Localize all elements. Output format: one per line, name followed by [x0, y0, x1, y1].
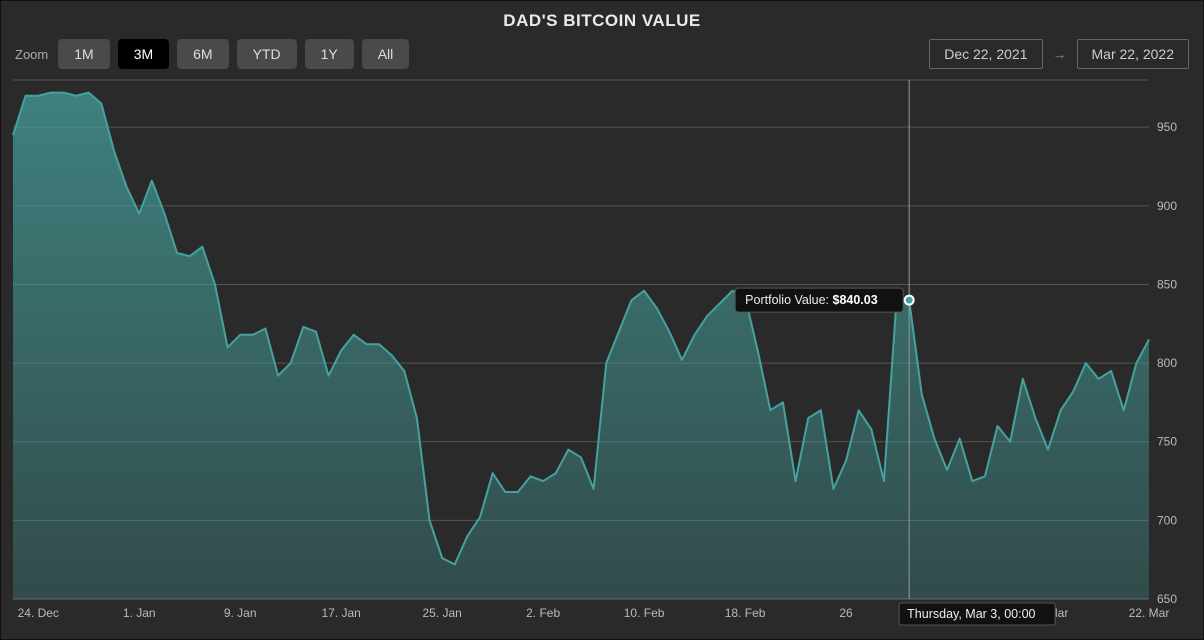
svg-text:2. Feb: 2. Feb — [526, 606, 560, 620]
zoom-3m-button[interactable]: 3M — [118, 39, 169, 69]
svg-text:850: 850 — [1157, 277, 1177, 291]
zoom-label: Zoom — [15, 47, 48, 62]
svg-text:24. Dec: 24. Dec — [18, 606, 59, 620]
svg-text:Thursday, Mar 3, 00:00: Thursday, Mar 3, 00:00 — [907, 607, 1035, 621]
svg-text:800: 800 — [1157, 356, 1177, 370]
svg-text:750: 750 — [1157, 435, 1177, 449]
svg-text:26: 26 — [839, 606, 853, 620]
svg-text:700: 700 — [1157, 513, 1177, 527]
chart-toolbar: Zoom 1M 3M 6M YTD 1Y All Dec 22, 2021 → … — [1, 31, 1203, 69]
svg-text:9. Jan: 9. Jan — [224, 606, 257, 620]
chart-title: DAD'S BITCOIN VALUE — [1, 1, 1203, 31]
range-from-input[interactable]: Dec 22, 2021 — [929, 39, 1042, 69]
range-to-input[interactable]: Mar 22, 2022 — [1077, 39, 1190, 69]
range-arrow-icon: → — [1053, 46, 1067, 62]
svg-text:22. Mar: 22. Mar — [1129, 606, 1170, 620]
svg-text:10. Feb: 10. Feb — [624, 606, 665, 620]
zoom-6m-button[interactable]: 6M — [177, 39, 228, 69]
zoom-all-button[interactable]: All — [362, 39, 410, 69]
chart-container: DAD'S BITCOIN VALUE Zoom 1M 3M 6M YTD 1Y… — [0, 0, 1204, 640]
zoom-1m-button[interactable]: 1M — [58, 39, 109, 69]
date-range-group: Dec 22, 2021 → Mar 22, 2022 — [929, 39, 1189, 69]
chart-plot-area[interactable]: 650 700 750 800 850 900 950 24. Dec 1. Jan 9. Jan… — [11, 76, 1193, 627]
zoom-1y-button[interactable]: 1Y — [305, 39, 354, 69]
svg-text:17. Jan: 17. Jan — [321, 606, 360, 620]
svg-text:Portfolio Value: $840.03: Portfolio Value: $840.03 — [745, 293, 878, 307]
svg-text:1. Jan: 1. Jan — [123, 606, 156, 620]
zoom-button-group: Zoom 1M 3M 6M YTD 1Y All — [15, 39, 409, 69]
svg-text:25. Jan: 25. Jan — [422, 606, 461, 620]
svg-text:900: 900 — [1157, 199, 1177, 213]
svg-text:950: 950 — [1157, 120, 1177, 134]
svg-text:650: 650 — [1157, 592, 1177, 606]
svg-text:18. Feb: 18. Feb — [725, 606, 766, 620]
zoom-ytd-button[interactable]: YTD — [237, 39, 297, 69]
